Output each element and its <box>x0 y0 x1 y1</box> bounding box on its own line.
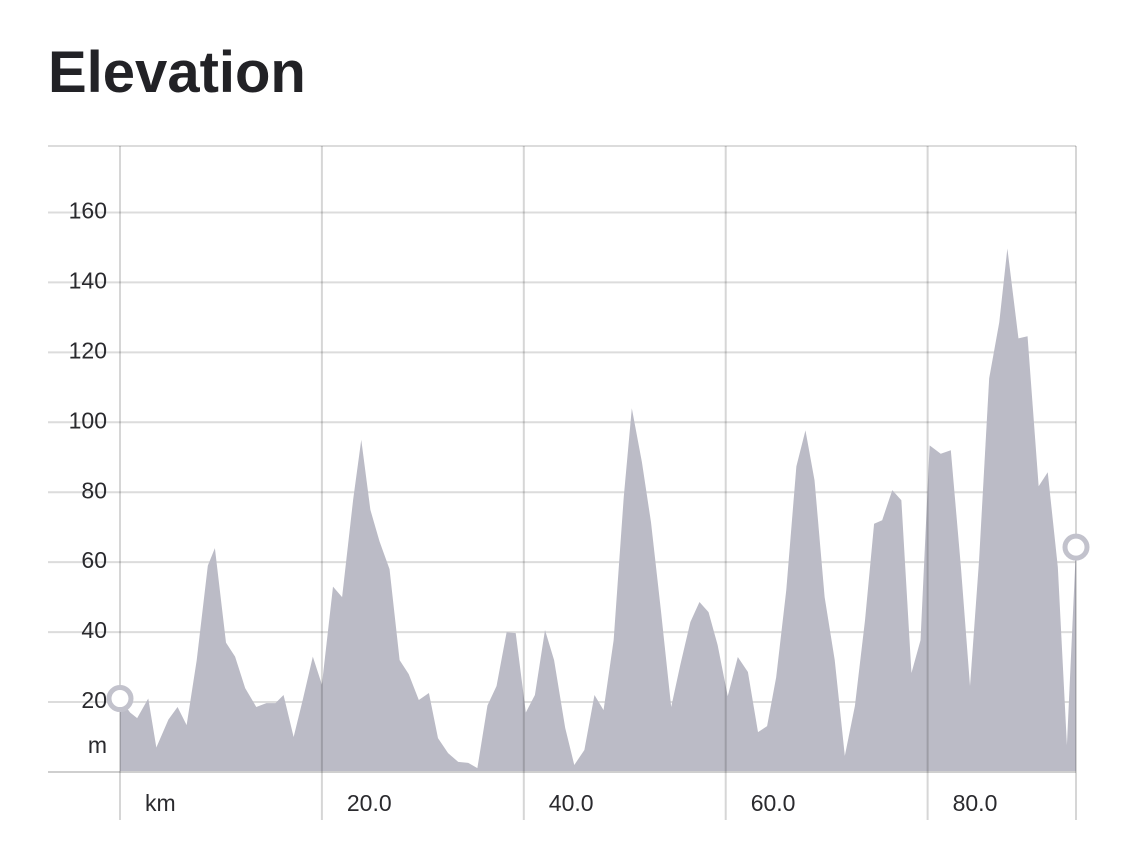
x-tick-label: 80.0 <box>953 790 998 816</box>
y-tick-label: 80 <box>81 477 107 503</box>
y-tick-label: 60 <box>81 547 107 573</box>
x-tick-label: 40.0 <box>549 790 594 816</box>
elevation-area <box>120 248 1076 773</box>
y-tick-label: 20 <box>81 687 107 713</box>
x-tick-label: 20.0 <box>347 790 392 816</box>
y-tick-label: 40 <box>81 617 107 643</box>
x-tick-label: 60.0 <box>751 790 796 816</box>
route-marker <box>1062 533 1090 561</box>
y-tick-label: 140 <box>69 267 107 293</box>
chart-title: Elevation <box>48 40 306 105</box>
y-unit-label: m <box>88 732 107 758</box>
y-tick-label: 100 <box>69 407 107 433</box>
y-tick-label: 160 <box>69 198 107 224</box>
route-marker <box>106 685 134 713</box>
y-tick-label: 120 <box>69 337 107 363</box>
x-tick-label: km <box>145 790 176 816</box>
